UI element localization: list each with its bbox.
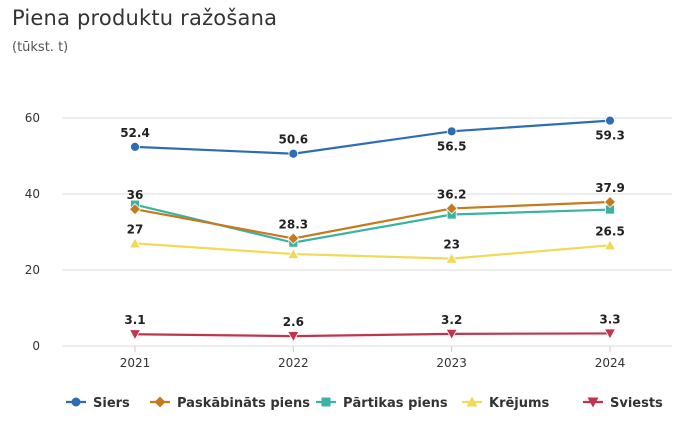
y-tick-label: 0: [32, 339, 40, 353]
legend-marker: [71, 397, 81, 407]
legend-label: Siers: [93, 396, 130, 411]
data-label: 50.6: [279, 133, 309, 147]
data-label: 59.3: [595, 129, 625, 143]
data-point: [128, 237, 142, 249]
legend-marker: [321, 397, 331, 407]
data-point: [446, 126, 457, 137]
data-point: [287, 232, 300, 245]
y-axis-ticks: 0 20 40 60: [25, 111, 40, 353]
data-point: [603, 238, 617, 251]
data-point: [603, 328, 617, 340]
data-point: [445, 252, 458, 264]
data-label: 2.6: [283, 315, 304, 329]
data-label: 56.5: [437, 139, 467, 153]
data-label: 37.9: [595, 181, 625, 195]
data-label: 28.3: [279, 217, 309, 231]
data-label: 3.3: [599, 312, 620, 326]
legend-label: Sviests: [610, 396, 663, 411]
x-axis-ticks: 2021 2022 2023 2024: [120, 346, 626, 370]
data-point: [128, 329, 142, 341]
data-point: [445, 328, 458, 341]
data-label: 27: [127, 222, 144, 236]
x-tick-label: 2024: [595, 356, 626, 370]
chart-subtitle: (tūkst. t): [12, 40, 69, 55]
data-point: [287, 331, 300, 343]
data-labels: 52.4 50.6 56.5 59.3 36 28.3 36.2 37.9 27 23 26.5 3.…: [120, 126, 625, 329]
grid-lines: [62, 117, 672, 347]
series-line: [134, 242, 611, 260]
series-line: [134, 200, 611, 240]
series-line: [134, 332, 611, 338]
y-tick-label: 60: [25, 111, 40, 125]
series-line: [134, 119, 611, 155]
legend-marker: [154, 396, 166, 408]
y-tick-label: 20: [25, 263, 40, 277]
x-tick-label: 2021: [120, 356, 151, 370]
data-label: 36.2: [437, 187, 467, 201]
legend: Siers Paskābināts piens Pārtikas piens Krēj…: [66, 396, 663, 411]
series-group: [128, 115, 617, 343]
legend-label: Pārtikas piens: [343, 396, 448, 411]
data-label: 26.5: [595, 224, 625, 238]
y-tick-label: 40: [25, 187, 40, 201]
legend-marker: [587, 397, 599, 408]
data-point: [130, 141, 140, 152]
x-tick-label: 2022: [278, 356, 309, 370]
data-label: 3.1: [124, 313, 145, 327]
legend-label: Paskābināts piens: [177, 396, 310, 411]
data-point: [128, 203, 142, 216]
data-point: [445, 202, 458, 215]
legend-label: Krējums: [489, 396, 550, 411]
x-tick-label: 2023: [436, 356, 467, 370]
data-label: 52.4: [120, 126, 150, 140]
data-point: [287, 247, 300, 259]
chart-title: Piena produktu ražošana: [12, 6, 278, 30]
data-label: 36: [127, 188, 144, 202]
data-point: [605, 115, 615, 126]
data-point: [288, 148, 299, 159]
data-label: 3.2: [441, 313, 462, 327]
legend-marker: [466, 396, 478, 407]
data-label: 23: [443, 238, 460, 252]
data-point: [603, 195, 617, 209]
